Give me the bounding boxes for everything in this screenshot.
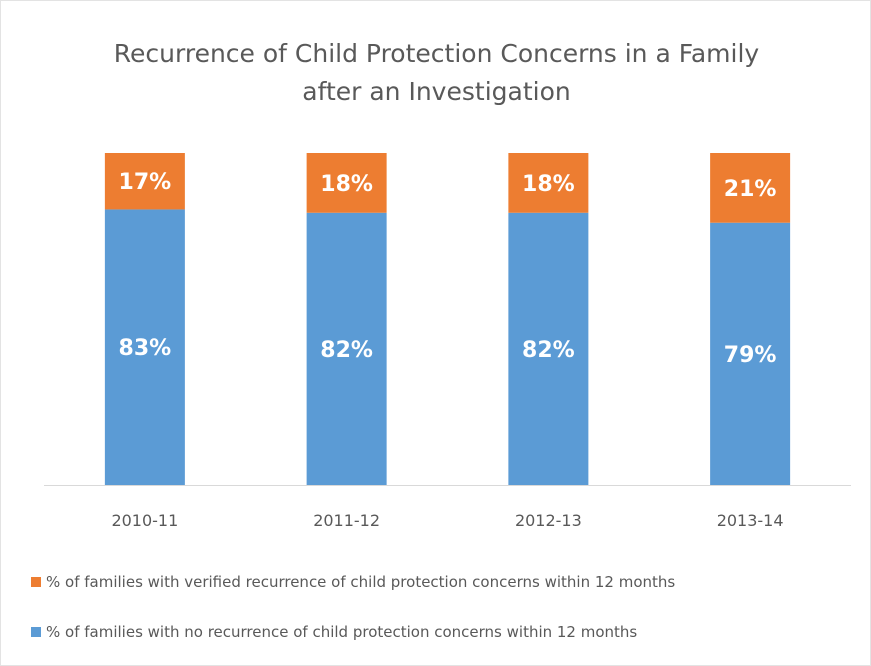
bar-recurrence-2012-13 (508, 153, 589, 213)
data-label-no-recurrence-2010-11: 83% (119, 336, 172, 361)
x-tick-label-2013-14: 2013-14 (717, 511, 784, 530)
data-label-no-recurrence-2011-12: 82% (320, 338, 373, 363)
legend-swatch-recurrence (31, 577, 41, 587)
bar-recurrence-2011-12 (306, 153, 387, 213)
x-tick-label-2010-11: 2010-11 (111, 511, 178, 530)
x-tick-label-2012-13: 2012-13 (515, 511, 582, 530)
plot-area: 83% 17% 2010-11 82% 18% 2011-12 82% 18% 2012-13 7… (44, 153, 851, 530)
legend-label-recurrence: % of families with verified recurrence o… (46, 573, 676, 591)
bar-no-recurrence-2012-13 (508, 212, 589, 485)
data-label-recurrence-2013-14: 21% (724, 177, 777, 202)
legend-swatch-no-recurrence (31, 627, 41, 637)
legend-item-recurrence: % of families with verified recurrence o… (31, 573, 675, 591)
data-label-no-recurrence-2012-13: 82% (522, 338, 575, 363)
chart-title-line-2: after an Investigation (302, 77, 571, 106)
bar-recurrence-2013-14 (710, 153, 791, 223)
data-label-recurrence-2010-11: 17% (119, 170, 172, 195)
bar-no-recurrence-2013-14 (710, 222, 791, 485)
legend-item-no-recurrence: % of families with no recurrence of chil… (31, 623, 637, 641)
legend-label-no-recurrence: % of families with no recurrence of chil… (46, 623, 638, 641)
chart-title-line-1: Recurrence of Child Protection Concerns … (113, 39, 760, 68)
data-label-recurrence-2012-13: 18% (522, 172, 575, 197)
bar-no-recurrence-2011-12 (306, 212, 387, 485)
x-tick-label-2011-12: 2011-12 (313, 511, 380, 530)
chart-title: Recurrence of Child Protection Concerns … (1, 35, 871, 111)
data-label-no-recurrence-2013-14: 79% (724, 343, 777, 368)
data-label-recurrence-2011-12: 18% (320, 172, 373, 197)
bar-no-recurrence-2010-11 (104, 209, 185, 485)
bar-recurrence-2010-11 (104, 153, 185, 210)
